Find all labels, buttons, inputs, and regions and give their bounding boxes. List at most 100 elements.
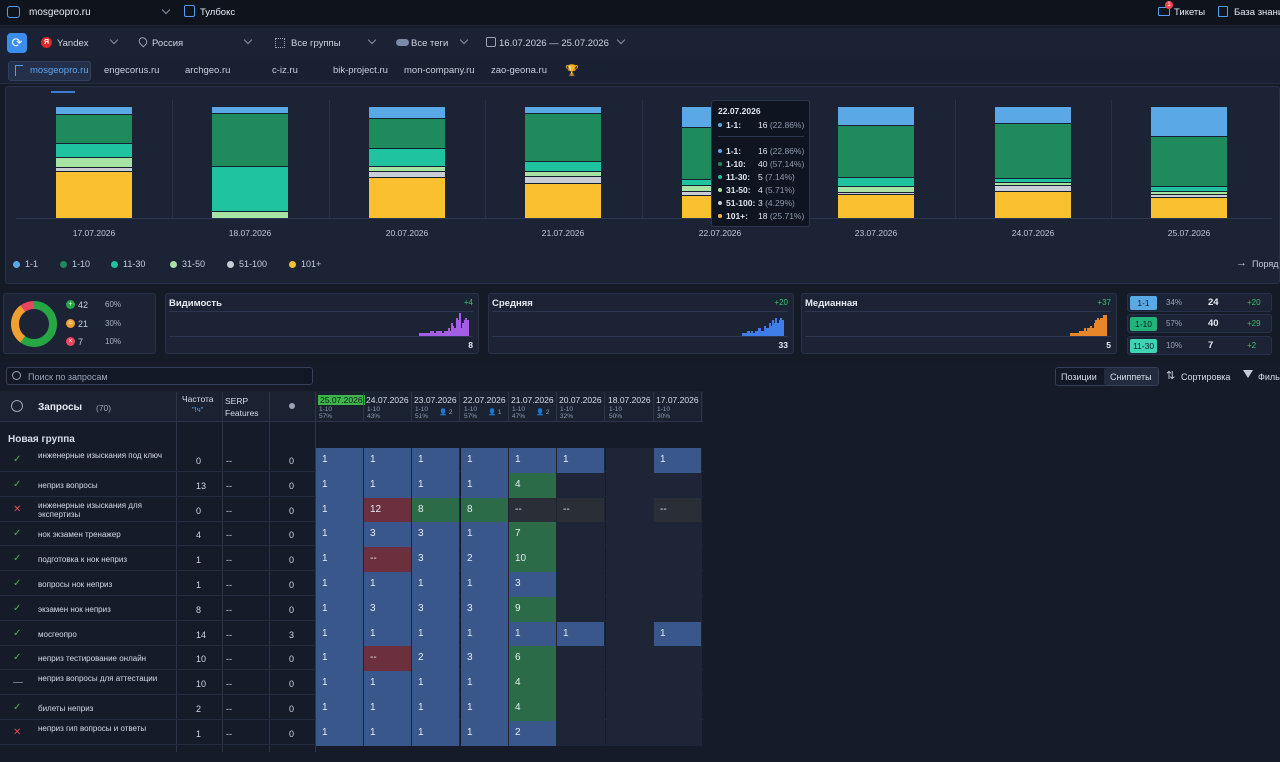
query-text[interactable]: мосгеопро <box>38 629 77 639</box>
position-cell[interactable] <box>654 671 702 696</box>
tab-mosgeopro[interactable]: mosgeopro.ru <box>30 65 89 76</box>
position-cell[interactable]: 1 <box>557 448 605 473</box>
frequency-header[interactable]: Частота <box>182 394 214 404</box>
query-text[interactable]: инженерные изыскания для экспертизы <box>38 500 142 519</box>
position-cell[interactable] <box>654 646 702 672</box>
query-text[interactable]: неприз вопросы <box>38 480 98 490</box>
position-cell[interactable]: 1 <box>316 596 364 622</box>
position-cell[interactable]: 2 <box>412 646 460 672</box>
date-column-header[interactable]: 18.07.2026 <box>608 395 651 405</box>
position-cell[interactable]: 1 <box>316 522 364 548</box>
query-text[interactable]: билеты неприз <box>38 704 94 713</box>
position-cell[interactable] <box>606 596 654 622</box>
position-cell[interactable]: 4 <box>509 472 557 498</box>
position-cell[interactable]: 1 <box>364 696 412 721</box>
position-cell[interactable]: 7 <box>509 522 557 548</box>
position-cell[interactable]: 3 <box>412 547 460 572</box>
tab-bik-project[interactable]: bik-project.ru <box>333 65 388 76</box>
date-column-header[interactable]: 24.07.2026 <box>366 395 409 405</box>
position-cell[interactable] <box>654 696 702 721</box>
region-select[interactable]: Россия <box>136 28 259 58</box>
position-cell[interactable] <box>654 522 702 548</box>
position-cell[interactable] <box>606 497 654 523</box>
position-cell[interactable]: 1 <box>316 720 364 746</box>
position-cell[interactable]: 1 <box>364 671 412 696</box>
position-cell[interactable]: 2 <box>509 720 557 746</box>
engine-select[interactable]: Я Yandex <box>38 28 126 58</box>
position-cell[interactable] <box>557 472 605 498</box>
position-cell[interactable]: 10 <box>509 547 557 572</box>
position-cell[interactable] <box>654 547 702 572</box>
position-cell[interactable]: 1 <box>364 448 412 473</box>
position-cell[interactable]: 1 <box>461 720 509 746</box>
position-cell[interactable]: 1 <box>316 448 364 473</box>
position-cell[interactable]: 1 <box>412 671 460 696</box>
position-cell[interactable]: 3 <box>412 522 460 548</box>
position-cell[interactable]: 1 <box>316 547 364 572</box>
position-cell[interactable] <box>557 572 605 597</box>
position-cell[interactable]: 1 <box>364 621 412 647</box>
knowledge-base-button[interactable]: База знани <box>1218 5 1280 21</box>
position-cell[interactable]: 1 <box>461 472 509 498</box>
position-cell[interactable]: 1 <box>461 621 509 647</box>
position-cell[interactable]: 3 <box>461 646 509 672</box>
tab-c-iz[interactable]: c-iz.ru <box>272 65 298 76</box>
query-text[interactable]: неприз вопросы для аттестации <box>38 674 158 684</box>
position-cell[interactable]: 1 <box>509 448 557 473</box>
position-cell[interactable]: 1 <box>412 472 460 498</box>
position-cell[interactable] <box>606 720 654 746</box>
position-cell[interactable]: 1 <box>412 448 460 473</box>
position-cell[interactable] <box>654 472 702 498</box>
positions-toggle[interactable]: Позиции <box>1061 372 1097 382</box>
position-cell[interactable]: 1 <box>412 696 460 721</box>
position-cell[interactable] <box>606 572 654 597</box>
position-cell[interactable]: 1 <box>364 720 412 746</box>
date-column-header[interactable]: 20.07.2026 <box>559 395 602 405</box>
position-cell[interactable] <box>606 472 654 498</box>
position-cell[interactable]: 1 <box>316 696 364 721</box>
position-cell[interactable]: 4 <box>509 671 557 696</box>
query-text[interactable]: вопросы нок неприз <box>38 580 113 589</box>
position-cell[interactable] <box>557 646 605 672</box>
query-text[interactable]: неприз гип вопросы и ответы <box>38 723 147 733</box>
position-cell[interactable]: 3 <box>509 572 557 597</box>
date-range-select[interactable]: 16.07.2026 — 25.07.2026 <box>484 28 629 58</box>
groups-select[interactable]: Все группы <box>273 28 381 58</box>
position-cell[interactable]: 4 <box>509 696 557 721</box>
position-cell[interactable]: 3 <box>412 596 460 622</box>
position-cell[interactable]: -- <box>509 497 557 523</box>
position-cell[interactable] <box>557 522 605 548</box>
snippets-toggle[interactable]: Сниппеты <box>1110 372 1152 382</box>
position-cell[interactable]: 1 <box>412 572 460 597</box>
position-cell[interactable]: 1 <box>316 621 364 647</box>
position-cell[interactable]: 3 <box>461 596 509 622</box>
position-cell[interactable]: -- <box>557 497 605 523</box>
position-cell[interactable] <box>654 596 702 622</box>
position-cell[interactable] <box>606 621 654 647</box>
position-cell[interactable]: 1 <box>461 671 509 696</box>
position-cell[interactable]: 2 <box>461 547 509 572</box>
crosshair-icon[interactable] <box>11 400 23 412</box>
date-column-header[interactable]: 22.07.2026 <box>463 395 506 405</box>
position-cell[interactable] <box>557 596 605 622</box>
position-cell[interactable] <box>654 720 702 746</box>
position-cell[interactable]: 8 <box>412 497 460 523</box>
position-cell[interactable] <box>557 671 605 696</box>
tags-select[interactable]: Все теги <box>395 28 475 58</box>
position-cell[interactable]: 1 <box>461 522 509 548</box>
position-cell[interactable] <box>606 547 654 572</box>
position-cell[interactable]: 8 <box>461 497 509 523</box>
query-text[interactable]: подготовка к нок неприз <box>38 555 128 565</box>
date-column-header[interactable]: 21.07.2026 <box>511 395 554 405</box>
project-select[interactable]: mosgeopro.ru <box>26 4 176 22</box>
tab-engecorus[interactable]: engecorus.ru <box>104 65 160 76</box>
tickets-button[interactable]: 1 Тикеты <box>1158 1 1208 21</box>
position-cell[interactable]: 12 <box>364 497 412 523</box>
tab-mon-company[interactable]: mon-company.ru <box>404 65 475 76</box>
position-cell[interactable] <box>654 572 702 597</box>
position-cell[interactable]: -- <box>654 497 702 523</box>
position-cell[interactable]: 1 <box>316 472 364 498</box>
position-cell[interactable] <box>606 671 654 696</box>
position-cell[interactable] <box>557 547 605 572</box>
query-text[interactable]: инженерные изыскания под ключ <box>38 451 163 460</box>
